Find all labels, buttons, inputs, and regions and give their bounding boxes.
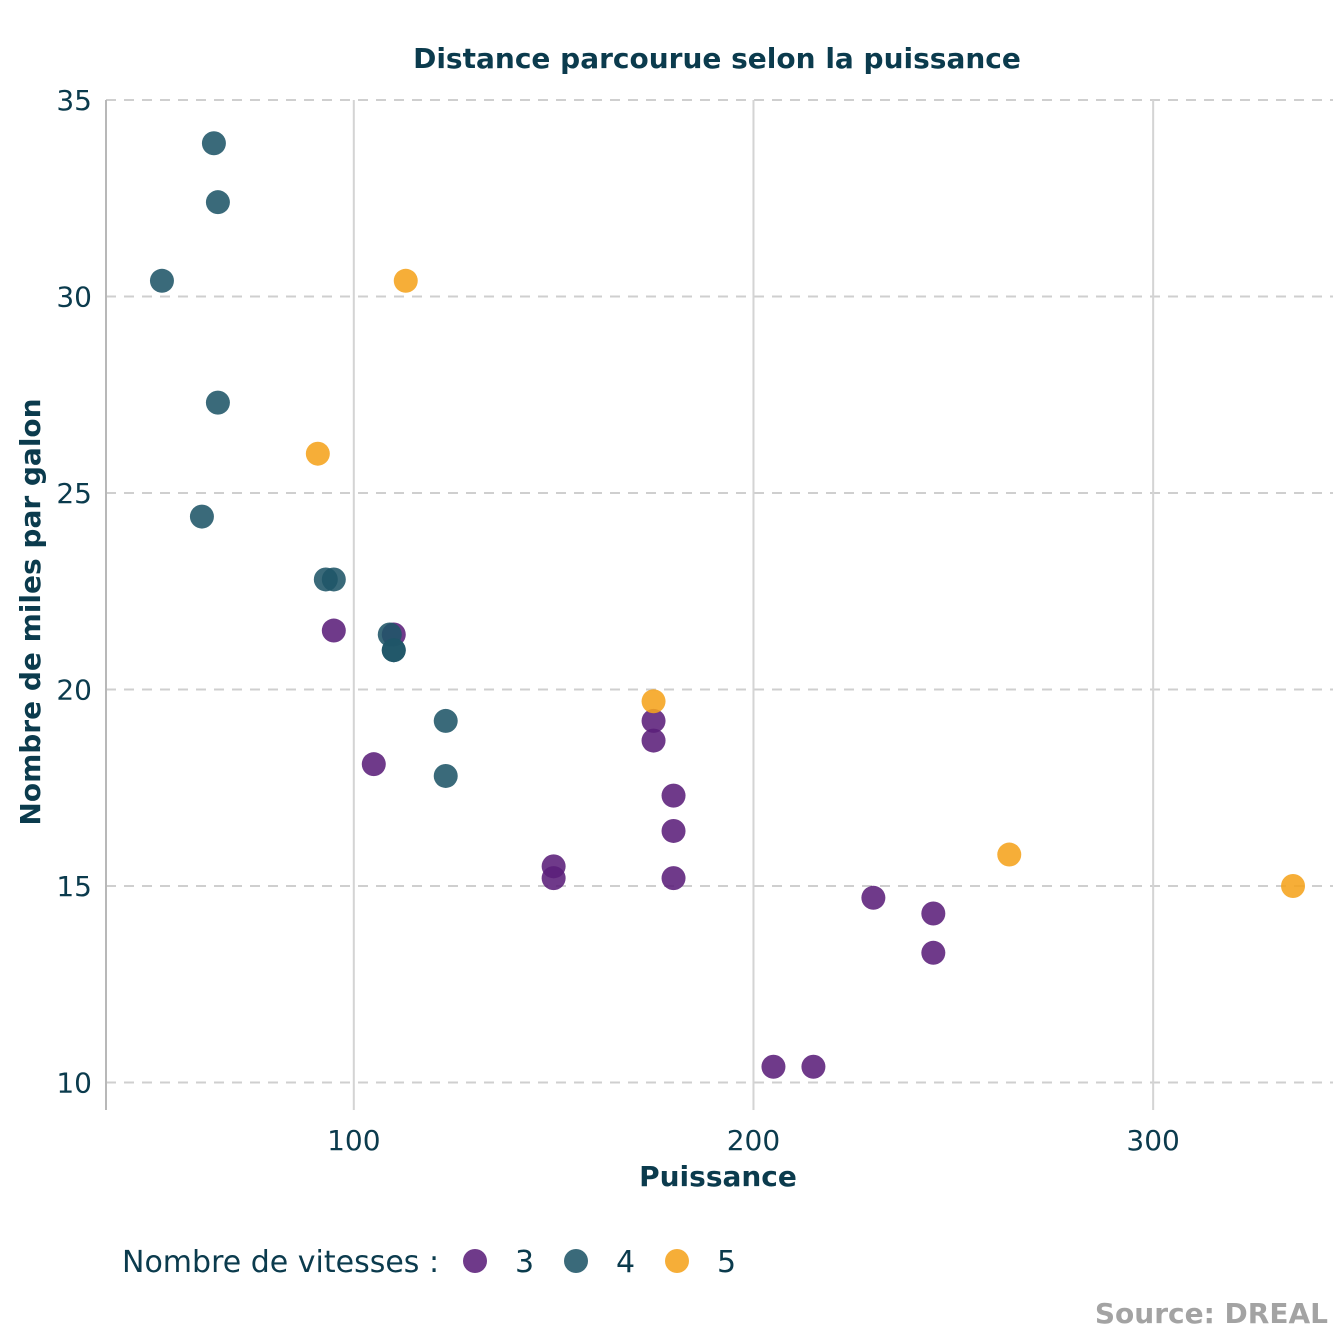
- data-point-gear-4: [205, 190, 230, 215]
- source-caption: Source: DREAL: [1095, 1297, 1328, 1330]
- data-point-gear-3: [641, 708, 666, 733]
- x-axis-title: Puissance: [639, 1160, 797, 1193]
- x-tick-label: 300: [1126, 1124, 1179, 1157]
- data-point-gear-4: [433, 708, 458, 733]
- y-tick-label: 10: [56, 1066, 92, 1099]
- y-tick-label: 20: [56, 673, 92, 706]
- data-point-gear-3: [661, 818, 686, 843]
- data-point-gear-3: [921, 940, 946, 965]
- legend-label-3: 3: [515, 1245, 534, 1280]
- y-tick-label: 35: [56, 84, 92, 117]
- data-point-gear-5: [393, 268, 418, 293]
- data-point-gear-3: [861, 885, 886, 910]
- data-point-gear-4: [205, 390, 230, 415]
- data-point-gear-3: [641, 728, 666, 753]
- legend-key-5: [665, 1249, 689, 1273]
- data-point-gear-3: [321, 618, 346, 643]
- data-point-gear-4: [381, 638, 406, 663]
- y-axis-title: Nombre de miles par galon: [14, 398, 47, 825]
- data-point-gear-4: [149, 268, 174, 293]
- data-point-gear-5: [305, 441, 330, 466]
- legend-key-3: [463, 1249, 487, 1273]
- data-point-gear-3: [361, 752, 386, 777]
- grid: [106, 99, 1333, 1110]
- y-tick-label: 15: [56, 870, 92, 903]
- legend: Nombre de vitesses : 3 4 5: [122, 1245, 736, 1280]
- data-point-gear-3: [541, 866, 566, 891]
- data-point-gear-5: [641, 689, 666, 714]
- y-tick-label: 25: [56, 477, 92, 510]
- chart-title: Distance parcourue selon la puissance: [413, 42, 1021, 75]
- legend-key-4: [564, 1249, 588, 1273]
- data-point-gear-3: [661, 866, 686, 891]
- legend-label-5: 5: [717, 1245, 736, 1280]
- legend-label-4: 4: [616, 1245, 635, 1280]
- legend-title: Nombre de vitesses :: [122, 1245, 439, 1280]
- data-point-gear-3: [661, 783, 686, 808]
- data-point-gear-3: [801, 1054, 826, 1079]
- data-point-gear-5: [997, 842, 1022, 867]
- data-point-gear-3: [761, 1054, 786, 1079]
- data-point-gear-4: [201, 131, 226, 156]
- data-point-gear-4: [433, 763, 458, 788]
- x-tick-label: 200: [727, 1124, 780, 1157]
- x-tick-label: 100: [327, 1124, 380, 1157]
- data-points: [149, 131, 1306, 1079]
- data-point-gear-4: [189, 504, 214, 529]
- axes: 10 15 20 25 30 35 100 200 300: [56, 84, 1180, 1157]
- data-point-gear-4: [321, 567, 346, 592]
- y-tick-label: 30: [56, 280, 92, 313]
- data-point-gear-5: [1281, 873, 1306, 898]
- data-point-gear-3: [921, 901, 946, 926]
